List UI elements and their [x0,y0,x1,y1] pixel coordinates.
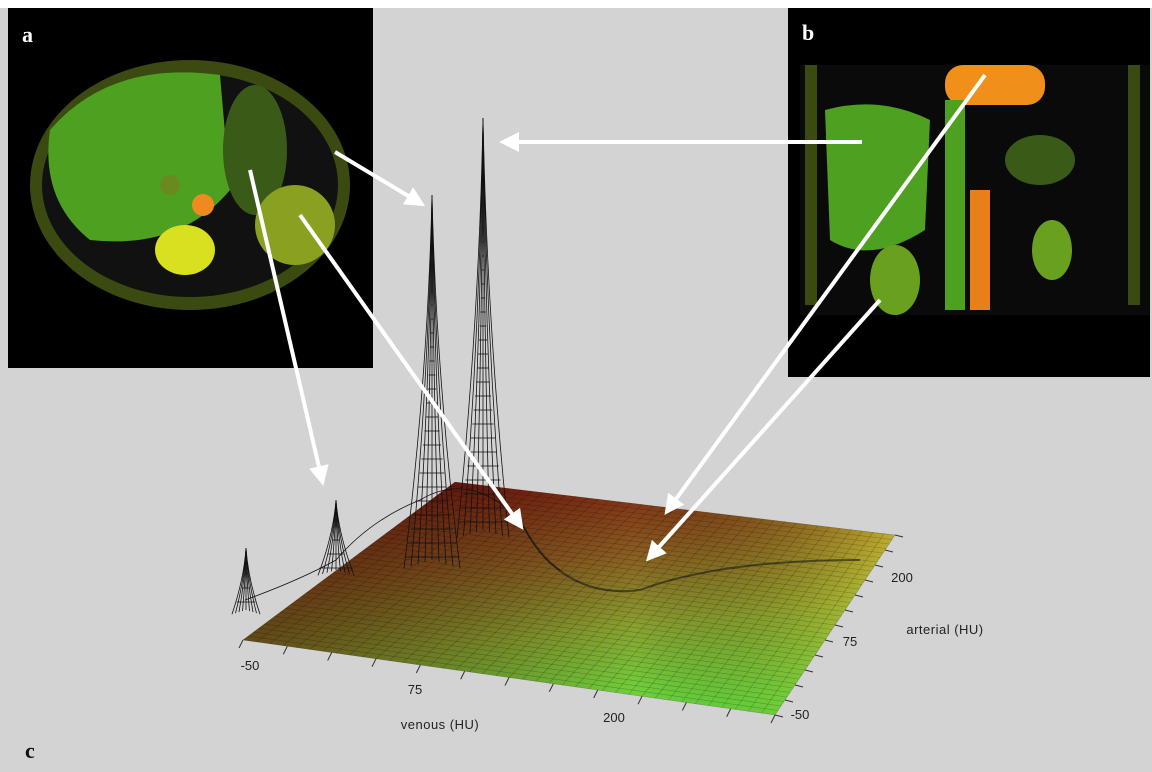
venous-tick: -50 [241,658,260,673]
panel-label: a [22,22,33,47]
panel-a-image [8,8,373,368]
panel-b-image [788,8,1150,377]
venous-tick: 200 [603,710,625,725]
arterial-tick: 200 [891,570,913,585]
arterial-tick: -50 [791,707,810,722]
arterial-axis-label: arterial (HU) [906,622,983,637]
figure: a b c -50 75 200 venous (HU) -50 75 200 … [0,0,1152,772]
venous-axis-label: venous (HU) [401,717,479,732]
venous-tick: 75 [408,682,422,697]
body: {"panels": {"a": "a", "b": "b", "c": "c"… [0,0,1152,772]
page: Dual-energy histogram figure body { marg… [0,0,1152,772]
panel-label: c [25,738,35,763]
arterial-tick: 75 [843,634,857,649]
panel-label: b [802,20,814,45]
